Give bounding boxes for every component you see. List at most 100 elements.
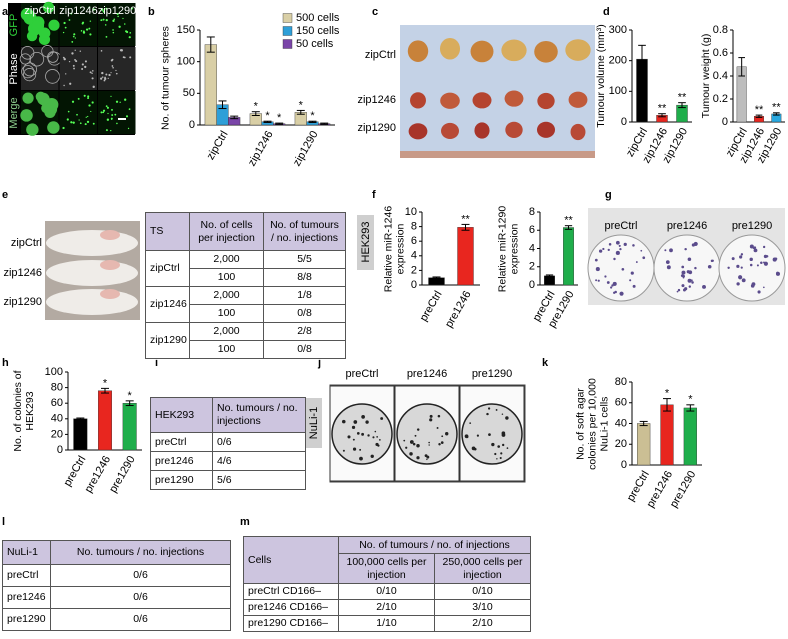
colony: [612, 281, 617, 286]
colony: [664, 249, 667, 252]
column-label: zip1290: [98, 5, 137, 17]
table-body: TS No. of cells per injection No. of tumou…: [145, 212, 346, 359]
table-cell: 4/6: [212, 451, 306, 471]
y-tick-label: 6: [529, 224, 535, 236]
colony: [505, 416, 509, 420]
tumour: [440, 122, 460, 140]
cell-sphere: [41, 45, 54, 58]
cell-dot: [87, 115, 89, 118]
colony: [412, 442, 416, 446]
cell-dot: [71, 100, 75, 103]
row-label: GFP: [8, 14, 20, 37]
cell-dot: [101, 8, 104, 11]
panel-letter: c: [372, 6, 378, 18]
table-row: zip1246 2,000 1/8: [145, 286, 346, 323]
cell-dot: [106, 118, 110, 121]
error-bar: [545, 274, 554, 278]
significance: *: [310, 110, 315, 122]
colony: [753, 248, 758, 253]
colony: [613, 257, 616, 261]
cell-dot: [102, 10, 105, 13]
error-bar: [663, 398, 671, 412]
tumour: [501, 39, 527, 62]
colony: [403, 439, 406, 442]
cell-dot: [68, 60, 71, 63]
tumour: [470, 40, 494, 63]
colony: [342, 449, 345, 452]
cell-sphere: [45, 69, 60, 84]
image-label: pre1290: [472, 368, 512, 380]
cell-dot: [118, 25, 121, 28]
colony: [749, 244, 754, 249]
colony: [359, 456, 363, 461]
cell-sphere: [26, 30, 38, 42]
tumour-photo: [400, 25, 595, 158]
colony: [499, 457, 502, 460]
colony: [501, 433, 506, 437]
panel-letter: e: [2, 189, 8, 201]
colony: [753, 246, 757, 249]
mouse: [46, 289, 138, 315]
cell-dot: [80, 6, 82, 8]
colony: [506, 447, 509, 449]
table-header-cell: 100,000 cells per injection: [338, 553, 435, 584]
cell-dot: [116, 12, 119, 16]
colony: [629, 279, 632, 282]
significance: *: [103, 377, 108, 389]
significance: **: [461, 213, 470, 225]
colony: [351, 425, 356, 429]
error-bar: [263, 120, 272, 123]
colony: [426, 455, 430, 459]
table-header-cell: Cells: [243, 536, 339, 584]
y-tick-label: 8: [411, 221, 417, 233]
colony: [749, 263, 753, 267]
cell-dot: [100, 77, 103, 80]
colony: [739, 255, 743, 259]
cell-dot: [91, 101, 94, 104]
cell-dot: [111, 108, 113, 111]
table-cell: 3/10: [433, 599, 532, 616]
table-cell: pre1290 CD166–: [243, 615, 339, 632]
x-tick-label: pre1246: [443, 289, 474, 330]
panel-letter: b: [148, 6, 155, 18]
colony: [469, 422, 472, 424]
colony: [428, 444, 430, 446]
image-label: pre1246: [407, 368, 447, 380]
colony: [666, 265, 671, 270]
cell-dot: [92, 122, 95, 125]
table-cell: preCtrl: [150, 432, 213, 452]
error-bar: [275, 122, 284, 125]
colony: [687, 278, 692, 283]
colony: [682, 276, 685, 279]
tumour: [505, 121, 523, 139]
y-tick-label: 4: [411, 250, 417, 262]
table: TS No. of cells per injection No. of tumou…: [145, 212, 346, 359]
cell-dot: [84, 60, 87, 63]
cell-dot: [75, 60, 78, 63]
colony: [494, 452, 497, 456]
panel-letter: g: [605, 189, 612, 201]
colony: [473, 447, 477, 451]
x-tick-label: preCtrl: [62, 454, 89, 489]
y-tick-label: 0: [621, 459, 627, 471]
cell-dot: [105, 18, 108, 22]
colony: [352, 438, 355, 441]
colony: [749, 257, 753, 262]
table-row: 100,000 cells per injection 250,000 cells…: [244, 553, 532, 584]
table: HEK293 No. tumours / no. injections preCtr…: [150, 397, 306, 490]
cell-dot: [104, 76, 106, 79]
significance: **: [678, 92, 687, 104]
table-cell: 5/6: [212, 470, 306, 490]
table-row: preCtrl 0/6: [150, 432, 306, 452]
bar: [457, 227, 474, 286]
colony: [372, 436, 375, 439]
y-tick-label: 0: [57, 444, 63, 456]
colony: [640, 249, 643, 252]
panel-letter: i: [155, 357, 158, 369]
colony: [595, 267, 600, 272]
colony: [486, 412, 489, 416]
column-label: zipCtrl: [24, 5, 55, 17]
image-tile: [59, 47, 97, 90]
table-cell: 1/8: [263, 286, 346, 305]
cell-sphere: [47, 121, 60, 134]
